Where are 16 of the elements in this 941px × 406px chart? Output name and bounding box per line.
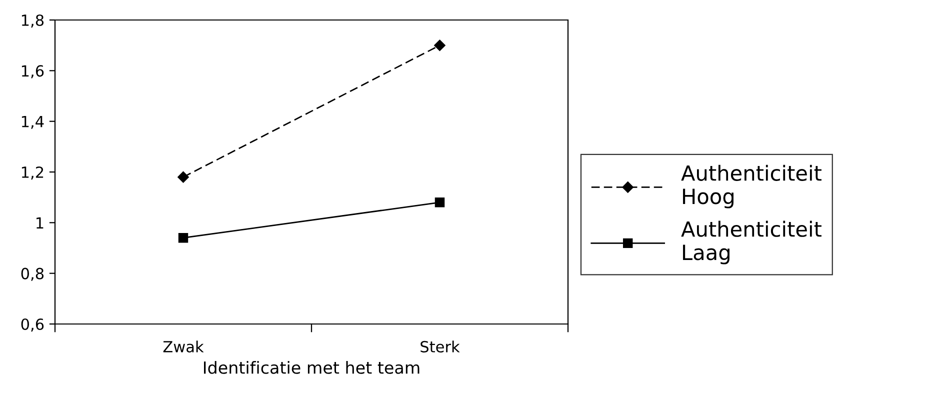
point bbox=[434, 198, 445, 208]
y-tick-label: 1,6 bbox=[22, 65, 44, 78]
x-tick-label: Zwak bbox=[163, 340, 204, 352]
y-tick-label: 0,8 bbox=[21, 268, 44, 281]
y-tick-label: 0,6 bbox=[21, 318, 44, 332]
y-tick-label: 1 bbox=[36, 217, 44, 228]
x-tick-label: Sterk bbox=[420, 340, 460, 352]
x-axis-title: Identificatie met het team bbox=[204, 361, 420, 374]
y-tick-label: 1,8 bbox=[22, 14, 44, 28]
point bbox=[178, 171, 189, 183]
y-tick-label: 1,2 bbox=[22, 166, 44, 180]
point bbox=[434, 40, 446, 51]
legend-label: Authenticiteit Hoog bbox=[681, 164, 822, 208]
point bbox=[178, 233, 188, 243]
legend-label: Authenticiteit Laag bbox=[681, 220, 822, 264]
y-tick-label: 1,4 bbox=[22, 116, 44, 129]
